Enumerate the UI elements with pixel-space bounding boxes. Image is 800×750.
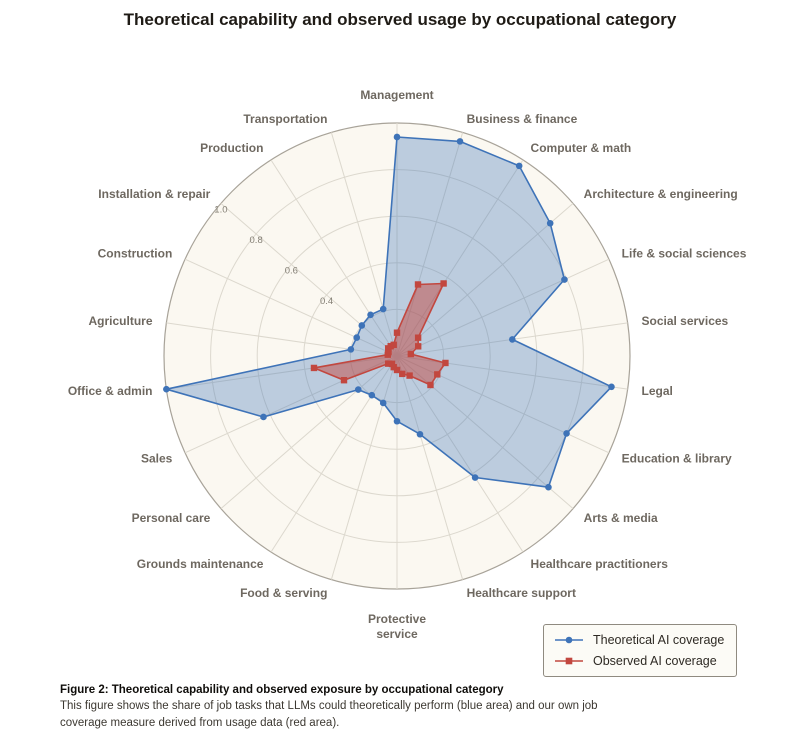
data-point-marker (368, 391, 376, 399)
data-point-marker (393, 417, 401, 425)
category-label: Architecture & engineering (584, 187, 738, 201)
grid-spoke (270, 159, 398, 357)
category-label: Production (200, 141, 263, 155)
data-point-marker (427, 381, 434, 389)
data-point-marker (414, 343, 422, 350)
category-label: Sales (141, 452, 173, 466)
data-point-marker (399, 370, 406, 378)
data-point-marker (561, 276, 568, 283)
legend-item-observed: Observed AI coverage (554, 654, 724, 668)
data-point-marker (340, 376, 348, 384)
grid-spoke (166, 322, 398, 357)
data-point-marker (347, 346, 355, 353)
category-label: Life & social sciences (622, 246, 747, 260)
data-point-marker (393, 329, 401, 336)
category-label: Healthcare practitioners (531, 557, 669, 571)
data-point-marker (515, 162, 523, 170)
radial-tick-label: 0.8 (250, 235, 263, 246)
data-point-marker (385, 348, 392, 356)
data-point-marker (393, 133, 401, 141)
data-point-marker (407, 350, 415, 358)
data-point-marker (163, 385, 170, 393)
red-line-square-marker-icon (555, 657, 583, 665)
grid-spoke (396, 355, 464, 580)
data-point-marker (471, 474, 479, 481)
radar-chart: 0.4 0.6 0.8 1.0 Management Business & finance… (68, 88, 747, 641)
grid-spoke (396, 258, 610, 357)
category-label: Construction (98, 246, 173, 260)
radial-tick-label: 1.0 (214, 204, 227, 215)
category-label: Installation & repair (98, 187, 210, 201)
category-label: Management (360, 88, 433, 102)
grid-spoke (220, 355, 398, 509)
category-label: Business & finance (467, 112, 578, 126)
grid-spoke (330, 355, 398, 580)
blue-line-circle-marker-icon (555, 636, 583, 644)
legend-item-theoretical: Theoretical AI coverage (554, 633, 724, 647)
data-point-marker (509, 336, 516, 343)
category-label: Office & admin (68, 384, 153, 398)
legend-label-theoretical: Theoretical AI coverage (593, 633, 725, 647)
category-label: Personal care (132, 511, 211, 525)
category-label: Protective service (368, 612, 426, 641)
data-point-marker (384, 360, 392, 367)
chart-title: Theoretical capability and observed usag… (123, 10, 677, 29)
grid-spoke (396, 355, 524, 553)
data-point-marker (358, 322, 366, 329)
data-point-marker (379, 399, 387, 407)
category-label: Legal (641, 384, 672, 398)
category-label: Grounds maintenance (137, 557, 264, 571)
data-point-marker (354, 386, 362, 393)
data-point-marker (434, 371, 441, 378)
data-point-marker (388, 360, 396, 368)
data-point-marker (563, 430, 570, 437)
category-label: Arts & media (584, 511, 658, 525)
category-label: Transportation (243, 112, 327, 126)
data-point-marker (260, 413, 267, 421)
data-point-marker (367, 311, 374, 319)
data-point-marker (414, 334, 422, 341)
data-point-marker (393, 366, 401, 374)
data-point-marker (442, 359, 449, 367)
radial-tick-label: 0.4 (320, 296, 333, 307)
legend-label-observed: Observed AI coverage (593, 654, 717, 668)
figure-caption-title: Figure 2: Theoretical capability and obs… (60, 684, 504, 696)
figure-caption-body: This figure shows the share of job tasks… (60, 700, 598, 730)
data-point-marker (390, 341, 397, 349)
grid-spoke (220, 203, 398, 357)
grid-spoke (184, 258, 398, 357)
data-point-marker (608, 383, 615, 391)
grid-spoke (270, 355, 398, 553)
figure-caption: Figure 2: Theoretical capability and obs… (60, 684, 625, 733)
data-point-marker (379, 305, 387, 313)
category-label: Social services (641, 314, 728, 328)
data-point-marker (390, 363, 397, 371)
data-point-marker (414, 281, 422, 288)
data-point-marker (406, 372, 413, 379)
data-point-marker (440, 280, 447, 287)
data-point-marker (310, 364, 318, 372)
category-label: Computer & math (531, 141, 632, 155)
category-label: Education & library (622, 452, 732, 466)
data-point-marker (353, 334, 361, 341)
category-label: Healthcare support (467, 586, 576, 600)
category-label: Agriculture (88, 314, 152, 328)
data-point-marker (546, 219, 554, 227)
radial-tick-label: 0.6 (285, 265, 298, 276)
grid-spoke (330, 132, 398, 357)
grid-spoke (396, 203, 574, 357)
chart-legend: Theoretical AI coverage Observed AI cove… (543, 624, 738, 677)
data-point-marker (416, 430, 424, 438)
data-point-marker (456, 138, 464, 145)
data-point-marker (545, 483, 552, 491)
category-label: Food & serving (240, 586, 327, 600)
